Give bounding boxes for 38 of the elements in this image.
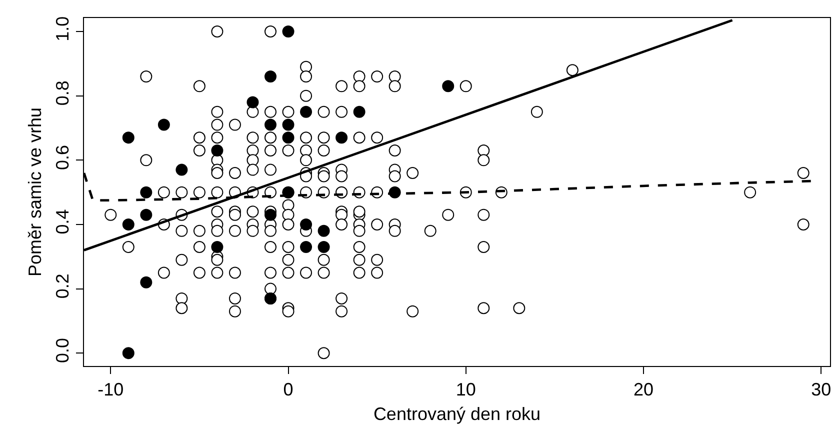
point xyxy=(353,106,366,118)
point xyxy=(176,164,188,176)
point xyxy=(122,218,134,230)
y-tick-label: 1.0 xyxy=(52,16,73,42)
point xyxy=(158,118,170,131)
point xyxy=(140,186,152,198)
y-tick-label: 0.2 xyxy=(52,274,73,299)
x-tick-label: 30 xyxy=(811,380,832,400)
point xyxy=(211,241,224,253)
point xyxy=(264,118,276,131)
point xyxy=(336,132,348,144)
x-tick-label: 0 xyxy=(283,380,294,400)
point xyxy=(300,218,312,230)
point xyxy=(282,132,294,144)
x-tick-label: -10 xyxy=(98,380,124,400)
x-tick-label: 10 xyxy=(456,380,476,400)
point xyxy=(318,224,330,237)
y-tick-label: 0.8 xyxy=(52,80,73,106)
y-axis-title: Poměr samic ve vrhu xyxy=(24,107,45,277)
point xyxy=(282,118,294,131)
point xyxy=(300,106,312,118)
y-tick-label: 0.4 xyxy=(52,209,73,234)
y-tick-label: 0.6 xyxy=(52,144,73,170)
point xyxy=(282,26,294,38)
point xyxy=(318,241,330,253)
y-tick-label: 0.0 xyxy=(52,338,73,363)
x-axis-title: Centrovaný den roku xyxy=(373,404,541,424)
point xyxy=(122,132,134,144)
point xyxy=(300,241,312,253)
point xyxy=(140,276,152,288)
point xyxy=(264,70,276,83)
point xyxy=(211,144,224,157)
point xyxy=(264,208,276,221)
point xyxy=(140,208,152,221)
point xyxy=(122,347,134,360)
point xyxy=(442,80,454,92)
point xyxy=(246,96,259,108)
x-tick-label: 20 xyxy=(633,380,654,400)
